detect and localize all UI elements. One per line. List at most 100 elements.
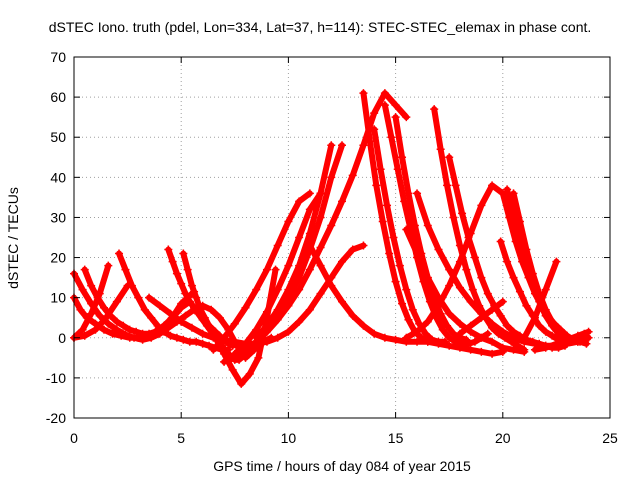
data-point [108, 329, 117, 338]
data-point [121, 265, 130, 274]
data-point [445, 265, 454, 274]
series-trace [81, 266, 198, 337]
grid [74, 57, 610, 418]
data-point [338, 297, 346, 306]
series-trace [521, 258, 560, 341]
data-point [466, 297, 475, 306]
series-trace [403, 182, 506, 341]
data-point [338, 197, 346, 206]
data-point [230, 337, 239, 346]
series-layer [70, 89, 593, 388]
data-point [166, 331, 175, 340]
data-point [295, 233, 304, 242]
data-point [230, 349, 239, 358]
data-point [359, 241, 368, 250]
data-point [404, 189, 413, 198]
data-point [520, 333, 529, 342]
data-point [200, 313, 209, 322]
data-point [125, 333, 134, 342]
data-point [515, 287, 524, 296]
data-point [383, 201, 392, 210]
data-point [498, 297, 507, 306]
data-point [370, 329, 379, 338]
data-point [327, 141, 336, 150]
data-point [87, 309, 96, 318]
chart-title: dSTEC Iono. truth (pdel, Lon=334, Lat=37… [49, 19, 592, 35]
data-point [391, 101, 400, 110]
data-point [445, 333, 454, 342]
x-tick-label: 15 [388, 430, 404, 446]
data-point [462, 265, 471, 274]
data-point [376, 165, 385, 174]
data-series [509, 189, 557, 326]
data-point [488, 319, 497, 328]
data-point [496, 237, 505, 246]
data-point [436, 309, 445, 318]
data-point [222, 347, 231, 356]
data-point [271, 265, 280, 274]
data-point [496, 311, 505, 320]
data-point [284, 293, 293, 302]
data-point [305, 241, 314, 250]
data-point [327, 173, 336, 182]
y-tick-label: 60 [50, 89, 66, 105]
data-point [91, 325, 100, 334]
data-point [220, 357, 229, 366]
data-point [252, 285, 261, 294]
data-point [455, 319, 464, 328]
y-tick-label: -10 [46, 370, 66, 386]
data-point [573, 331, 582, 340]
data-point [252, 325, 261, 334]
data-point [95, 289, 104, 298]
data-point [104, 319, 113, 328]
data-point [548, 331, 557, 340]
data-point [488, 349, 497, 358]
data-point [78, 325, 87, 334]
data-point [305, 189, 314, 198]
data-point [284, 327, 293, 336]
data-point [498, 327, 507, 336]
data-point [488, 181, 497, 190]
data-point [295, 285, 304, 294]
data-point [117, 331, 126, 340]
data-point [125, 325, 134, 334]
data-point [185, 297, 194, 306]
y-tick-label: 70 [50, 49, 66, 65]
data-point [423, 221, 432, 230]
data-point [187, 323, 196, 332]
data-point [153, 321, 162, 330]
data-point [387, 133, 396, 142]
data-point [327, 221, 336, 230]
data-point [470, 253, 479, 262]
data-point [134, 293, 143, 302]
data-point [295, 273, 304, 282]
series-trace [253, 142, 335, 341]
x-tick-label: 5 [177, 430, 185, 446]
data-point [104, 261, 113, 270]
data-point [183, 265, 192, 274]
data-point [181, 311, 190, 320]
data-point [179, 335, 188, 344]
data-point [423, 273, 432, 282]
data-point [230, 319, 239, 328]
data-point [402, 225, 411, 234]
data-point [509, 189, 518, 198]
data-point [198, 329, 207, 338]
data-point [477, 347, 486, 356]
data-point [440, 337, 449, 346]
data-point [164, 245, 173, 254]
data-point [205, 321, 214, 330]
data-point [535, 321, 544, 330]
data-point [316, 189, 325, 198]
data-point [305, 305, 314, 314]
data-point [262, 265, 271, 274]
data-point [445, 341, 454, 350]
data-point [348, 245, 357, 254]
data-point [445, 153, 454, 162]
data-point [515, 217, 524, 226]
y-tick-label: 10 [50, 290, 66, 306]
data-point [393, 165, 402, 174]
data-series [530, 327, 593, 354]
data-point [417, 333, 426, 342]
data-point [198, 339, 207, 348]
